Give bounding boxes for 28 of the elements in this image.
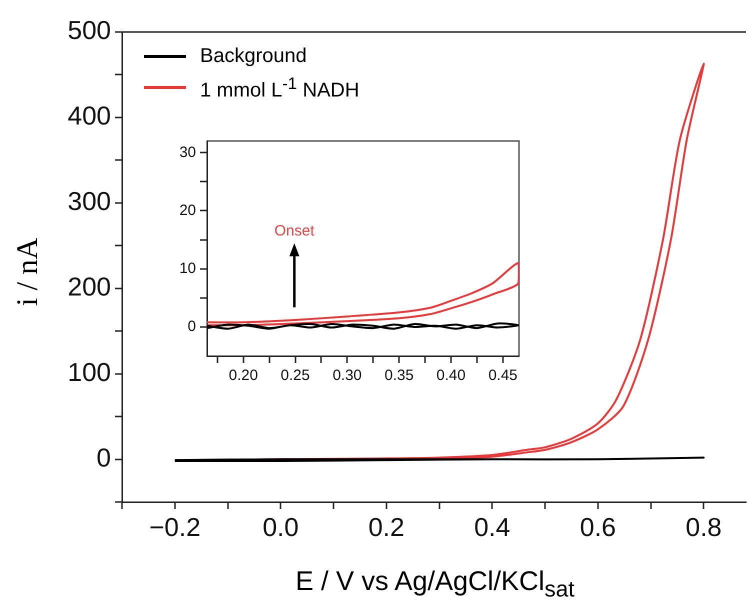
x-tick-label: 0.25 [280, 367, 310, 384]
y-axis-title: i / nA [11, 238, 45, 306]
x-tick-label: 0.30 [332, 367, 362, 384]
x-tick-label: 0.6 [580, 512, 616, 542]
y-tick-label: 100 [68, 356, 111, 387]
y-tick-label: 500 [68, 15, 111, 46]
y-tick-label: 20 [179, 202, 196, 219]
y-tick-label: 0 [96, 442, 111, 472]
x-tick-label: 0.35 [384, 367, 414, 384]
x-tick-label: 0.40 [436, 367, 466, 384]
x-tick-label: 0.0 [262, 512, 299, 542]
annotation: Onset [274, 222, 316, 240]
y-tick-label: 200 [68, 272, 111, 302]
x-tick-label: 0.20 [228, 367, 258, 384]
y-tick-label: 300 [68, 186, 111, 216]
legend-label: Background [200, 44, 307, 69]
x-tick-label: 0.2 [368, 512, 404, 542]
x-axis-title: E / V vs Ag/AgCl/KCl$_{sat}$ [294, 566, 576, 602]
legend-label: 1 mmol L$^{-1}$ NADH [200, 73, 360, 104]
y-tick-label: 10 [179, 260, 196, 277]
x-tick-label: 0.4 [474, 512, 510, 542]
y-tick-label: 400 [68, 100, 111, 131]
x-tick-label: 0.45 [488, 367, 518, 384]
y-tick-label: 0 [188, 318, 196, 336]
y-tick-label: 30 [179, 144, 196, 161]
x-tick-label: 0.8 [686, 512, 722, 542]
line-series [207, 262, 519, 326]
x-tick-label: −0.2 [149, 512, 201, 542]
